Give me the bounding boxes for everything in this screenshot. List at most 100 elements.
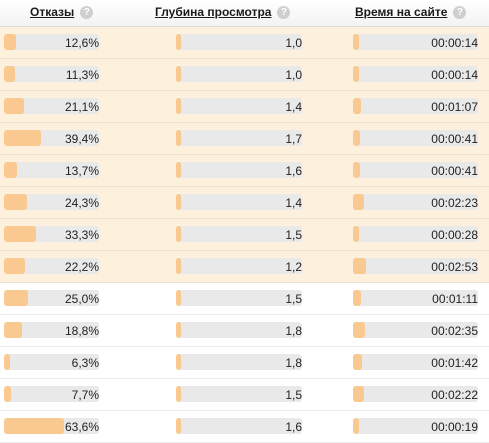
- depth-value: 1,0: [285, 36, 302, 50]
- time-value: 00:00:19: [431, 420, 478, 434]
- time-bar-track: [353, 98, 478, 114]
- bounce-value: 63,6%: [64, 420, 99, 434]
- bounce-bar-fill: [4, 194, 27, 210]
- bounce-value: 33,3%: [64, 228, 99, 242]
- time-sort-link[interactable]: Время на сайте: [355, 5, 448, 19]
- bounce-cell: 13,7%: [4, 162, 99, 178]
- bounce-bar-track: [4, 66, 99, 82]
- depth-value: 1,6: [285, 420, 302, 434]
- depth-bar-fill: [176, 290, 181, 306]
- depth-bar-fill: [176, 322, 181, 338]
- bounce-cell: 11,3%: [4, 66, 99, 82]
- time-value: 00:01:11: [432, 292, 478, 306]
- time-cell: 00:02:23: [353, 194, 478, 210]
- time-bar-track: [353, 66, 478, 82]
- table-row: 11,3% 1,0 00:00:14: [0, 59, 489, 91]
- depth-value: 1,4: [285, 100, 302, 114]
- depth-value: 1,5: [285, 228, 302, 242]
- table-row: 6,3% 1,8 00:01:42: [0, 347, 489, 379]
- time-bar-track: [353, 258, 478, 274]
- depth-value: 1,8: [285, 356, 302, 370]
- bounce-value: 24,3%: [64, 196, 99, 210]
- depth-sort-link[interactable]: Глубина просмотра: [155, 5, 272, 19]
- depth-cell: 1,0: [176, 66, 302, 82]
- table-row: 33,3% 1,5 00:00:28: [0, 219, 489, 251]
- time-bar-fill: [353, 418, 359, 434]
- time-cell: 00:00:19: [353, 418, 478, 434]
- depth-bar-fill: [176, 258, 181, 274]
- bounces-sort-link[interactable]: Отказы: [30, 5, 75, 19]
- bounce-bar-track: [4, 322, 99, 338]
- time-value: 00:00:14: [431, 36, 478, 50]
- bounce-cell: 12,6%: [4, 34, 99, 50]
- time-cell: 00:00:28: [353, 226, 478, 242]
- bounce-cell: 7,7%: [4, 386, 99, 402]
- depth-bar-track: [176, 258, 302, 274]
- time-cell: 00:02:53: [353, 258, 478, 274]
- bounce-bar-track: [4, 98, 99, 114]
- depth-bar-track: [176, 194, 302, 210]
- help-icon[interactable]: ?: [277, 5, 291, 19]
- time-value: 00:02:22: [431, 388, 478, 402]
- time-cell: 00:02:22: [353, 386, 478, 402]
- bounce-value: 18,8%: [64, 324, 99, 338]
- time-bar-track: [353, 194, 478, 210]
- time-bar-track: [353, 226, 478, 242]
- depth-bar-fill: [176, 194, 181, 210]
- help-icon[interactable]: ?: [453, 5, 467, 19]
- bounce-cell: 33,3%: [4, 226, 99, 242]
- depth-header: Глубина просмотра ?: [155, 5, 291, 19]
- depth-value: 1,8: [285, 324, 302, 338]
- bounce-cell: 21,1%: [4, 98, 99, 114]
- time-bar-fill: [353, 354, 362, 370]
- bounce-bar-track: [4, 386, 99, 402]
- depth-cell: 1,4: [176, 98, 302, 114]
- table-row: 21,1% 1,4 00:01:07: [0, 91, 489, 123]
- table-row: 18,8% 1,8 00:02:35: [0, 315, 489, 347]
- bounce-value: 11,3%: [65, 68, 99, 82]
- bounce-value: 12,6%: [64, 36, 99, 50]
- help-icon[interactable]: ?: [80, 5, 94, 19]
- depth-bar-track: [176, 386, 302, 402]
- table-row: 25,0% 1,5 00:01:11: [0, 283, 489, 315]
- bounce-bar-track: [4, 258, 99, 274]
- bounce-bar-fill: [4, 98, 24, 114]
- bounce-bar-track: [4, 354, 99, 370]
- time-bar-fill: [353, 322, 365, 338]
- table-row: 39,4% 1,7 00:00:41: [0, 123, 489, 155]
- time-value: 00:00:28: [431, 228, 478, 242]
- depth-cell: 1,0: [176, 34, 302, 50]
- bounce-bar-fill: [4, 226, 36, 242]
- bounce-value: 22,2%: [64, 260, 99, 274]
- time-bar-fill: [353, 194, 364, 210]
- bounce-cell: 24,3%: [4, 194, 99, 210]
- bounce-value: 6,3%: [71, 356, 99, 370]
- time-header: Время на сайте ?: [355, 5, 467, 19]
- depth-cell: 1,2: [176, 258, 302, 274]
- depth-value: 1,5: [285, 388, 302, 402]
- depth-bar-track: [176, 418, 302, 434]
- table-row: 13,7% 1,6 00:00:41: [0, 155, 489, 187]
- table-row: 24,3% 1,4 00:02:23: [0, 187, 489, 219]
- depth-cell: 1,5: [176, 386, 302, 402]
- bounce-bar-fill: [4, 322, 22, 338]
- time-bar-fill: [353, 66, 359, 82]
- depth-cell: 1,8: [176, 322, 302, 338]
- bounce-bar-fill: [4, 354, 10, 370]
- depth-bar-fill: [176, 98, 181, 114]
- time-cell: 00:01:07: [353, 98, 478, 114]
- bounce-value: 21,1%: [64, 100, 99, 114]
- bounce-value: 7,7%: [71, 388, 99, 402]
- bounce-bar-fill: [4, 258, 25, 274]
- depth-bar-fill: [176, 66, 181, 82]
- depth-bar-track: [176, 354, 302, 370]
- depth-bar-fill: [176, 418, 181, 434]
- depth-value: 1,5: [285, 292, 302, 306]
- bounce-bar-track: [4, 194, 99, 210]
- time-value: 00:02:35: [431, 324, 478, 338]
- time-bar-track: [353, 162, 478, 178]
- bounce-bar-fill: [4, 290, 28, 306]
- depth-bar-fill: [176, 162, 181, 178]
- bounce-cell: 39,4%: [4, 130, 99, 146]
- bounce-cell: 63,6%: [4, 418, 99, 434]
